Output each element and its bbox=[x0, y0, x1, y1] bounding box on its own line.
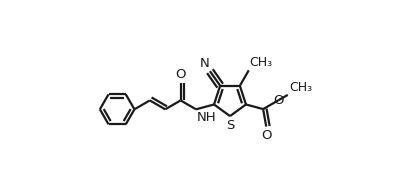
Text: O: O bbox=[261, 129, 271, 142]
Text: NH: NH bbox=[196, 111, 216, 124]
Text: CH₃: CH₃ bbox=[289, 81, 312, 94]
Text: O: O bbox=[176, 68, 186, 81]
Text: O: O bbox=[273, 94, 284, 107]
Text: CH₃: CH₃ bbox=[249, 56, 273, 69]
Text: N: N bbox=[199, 57, 209, 70]
Text: S: S bbox=[226, 119, 234, 132]
